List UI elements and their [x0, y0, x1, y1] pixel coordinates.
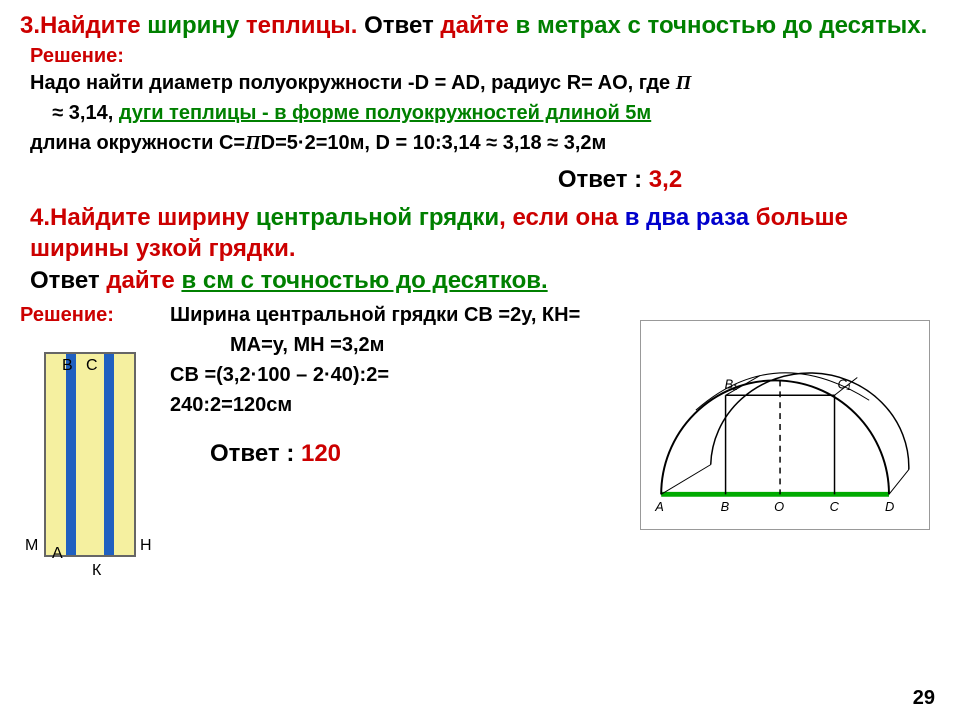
label-A: А: [52, 545, 63, 563]
rect-diagram: Решение: В С М А К Н: [20, 300, 160, 577]
label-H: Н: [140, 537, 152, 555]
page-number: 29: [913, 687, 935, 710]
svg-text:B: B: [721, 499, 730, 514]
q4-body: Ширина центральной грядки СВ =2у, КН= МА…: [170, 300, 630, 577]
q4-num: 4.: [30, 204, 50, 231]
q4-answer: Ответ : 120: [170, 440, 630, 468]
label-C: С: [86, 357, 98, 375]
stripe-left: [66, 354, 76, 555]
label-K: К: [92, 562, 101, 580]
svg-text:C: C: [830, 499, 840, 514]
q4-solution-label: Решение:: [20, 304, 160, 327]
q3-answer: Ответ : 3,2: [20, 166, 940, 194]
greenhouse-diagram: A B O C D B₁ C₁: [640, 300, 940, 577]
stripe-right: [104, 354, 114, 555]
q3-solution-label: Решение:: [30, 45, 940, 68]
q4-title: 4.Найдите ширину центральной грядки, есл…: [30, 202, 940, 296]
svg-text:O: O: [774, 499, 784, 514]
q3-num: 3.: [20, 12, 40, 39]
q3-title: 3.Найдите ширину теплицы. Ответ дайте в …: [20, 10, 940, 41]
svg-text:D: D: [885, 499, 894, 514]
svg-text:C₁: C₁: [837, 376, 850, 391]
greenhouse-svg: A B O C D B₁ C₁: [640, 320, 930, 530]
label-M: М: [25, 537, 38, 555]
label-B: В: [62, 357, 73, 375]
rect-outer: [44, 352, 136, 557]
svg-text:B₁: B₁: [725, 376, 738, 391]
svg-text:A: A: [654, 499, 664, 514]
q3-body: Надо найти диаметр полуокружности -D = A…: [30, 68, 940, 158]
